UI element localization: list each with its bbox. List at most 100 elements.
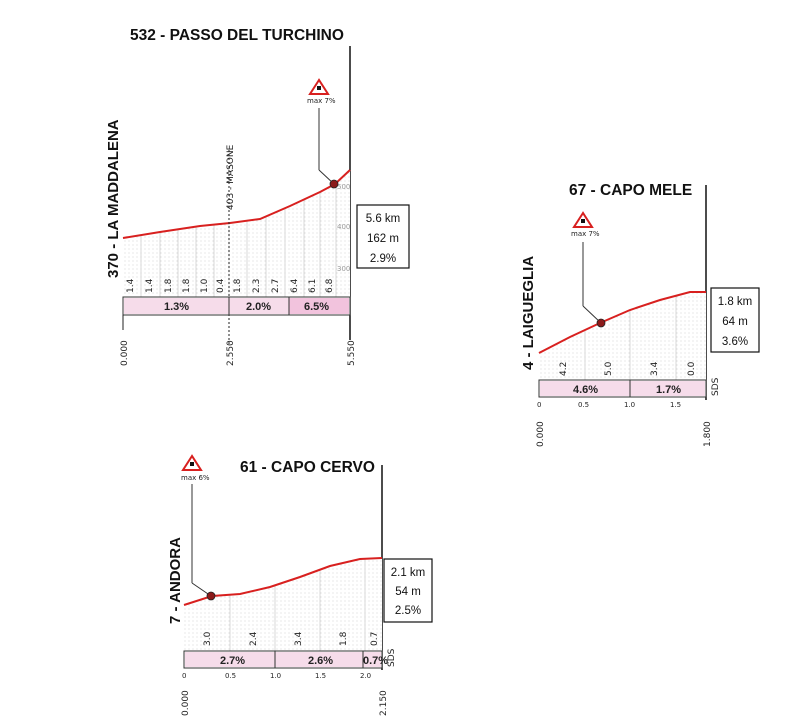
intermediate-label: 403 - MASONE <box>226 144 236 210</box>
svg-text:1.0: 1.0 <box>624 401 635 409</box>
gradient-segment <box>289 298 349 314</box>
gradient-label: 2.7% <box>220 655 245 667</box>
segment-values: 1.4 1.4 1.8 1.8 1.0 0.4 1.8 2.3 2.7 6.4 … <box>126 278 335 293</box>
segment-values: 4.2 5.0 3.4 0.0 <box>559 361 697 376</box>
gradient-label: 6.5% <box>304 301 329 313</box>
km-label-end: 1.800 <box>703 421 713 447</box>
svg-text:4.2: 4.2 <box>559 362 569 376</box>
svg-text:6.8: 6.8 <box>325 278 335 293</box>
svg-text:2.7: 2.7 <box>271 279 281 293</box>
climb-title: 532 - PASSO DEL TURCHINO <box>130 27 344 44</box>
svg-text:1.5: 1.5 <box>315 672 326 680</box>
svg-text:2.0: 2.0 <box>360 672 371 680</box>
climb-gain: 54 m <box>395 586 421 598</box>
start-location: 370 - LA MADDALENA <box>105 119 122 278</box>
sds-label: SDS <box>711 377 721 396</box>
profile-line <box>122 169 351 239</box>
svg-text:1.8: 1.8 <box>339 631 349 646</box>
max-point <box>206 591 216 601</box>
segment-dividers <box>584 295 677 380</box>
svg-text:6.4: 6.4 <box>290 278 300 293</box>
profile-area <box>539 292 706 380</box>
svg-text:3.4: 3.4 <box>294 631 304 646</box>
km-label-end: 2.150 <box>379 690 389 716</box>
km-label-start: 0.000 <box>120 340 130 366</box>
svg-text:6.1: 6.1 <box>308 279 318 293</box>
profile-line <box>538 291 706 354</box>
svg-text:1.0: 1.0 <box>270 672 281 680</box>
svg-text:1.0: 1.0 <box>200 278 210 293</box>
climb-title: 67 - CAPO MELE <box>569 182 692 199</box>
gradient-segment <box>185 652 275 667</box>
svg-text:0: 0 <box>537 401 541 409</box>
gradient-segment <box>630 381 705 396</box>
max-gradient-label: max 6% <box>181 474 210 482</box>
svg-text:1.8: 1.8 <box>182 278 192 293</box>
svg-text:1.4: 1.4 <box>145 278 155 293</box>
max-point <box>329 179 339 189</box>
svg-text:3.0: 3.0 <box>203 631 213 646</box>
gradient-label: 2.0% <box>246 301 271 313</box>
km-label-start: 0.000 <box>536 421 546 447</box>
climb-gain: 162 m <box>367 233 399 245</box>
climb-average: 2.5% <box>395 605 421 617</box>
climb-profile-capo-cervo: 61 - CAPO CERVO max 6% 7 - ANDORA 3.0 2.… <box>167 454 433 716</box>
warning-triangle-icon <box>572 211 594 228</box>
gradient-label: 0.7% <box>363 655 388 667</box>
climb-length: 1.8 km <box>718 296 753 308</box>
start-location: 4 - LAIGUEGLIA <box>520 256 537 370</box>
gradient-segment <box>124 298 229 314</box>
alt-scale-500: 500 <box>337 183 350 191</box>
svg-text:1.8: 1.8 <box>233 278 243 293</box>
sds-label: SDS <box>387 648 397 667</box>
svg-text:2.4: 2.4 <box>249 631 259 646</box>
gradient-label: 2.6% <box>308 655 333 667</box>
svg-text:2.3: 2.3 <box>252 279 262 293</box>
warning-triangle-icon <box>308 78 330 95</box>
gradient-segment <box>363 652 381 667</box>
svg-text:1.5: 1.5 <box>670 401 681 409</box>
max-point <box>596 318 606 328</box>
climb-average: 3.6% <box>722 336 748 348</box>
gradient-segment <box>275 652 363 667</box>
climb-info-box: 5.6 km 162 m 2.9% <box>356 204 410 269</box>
climb-profile-capo-mele: 67 - CAPO MELE max 7% 4 - LAIGUEGLIA 4.2… <box>520 182 760 447</box>
climb-info-box: 2.1 km 54 m 2.5% <box>383 558 433 623</box>
svg-text:0.5: 0.5 <box>578 401 589 409</box>
km-label-masone: 2.550 <box>226 340 236 366</box>
gradient-label: 1.3% <box>164 301 189 313</box>
segment-dividers <box>140 184 337 297</box>
svg-text:0.7: 0.7 <box>370 632 380 646</box>
km-label-end: 5.550 <box>347 340 357 366</box>
alt-scale-300: 300 <box>337 265 350 273</box>
profile-area <box>123 170 350 297</box>
minor-ticks: 0 0.5 1.0 1.5 2.0 <box>182 672 371 680</box>
gradient-segment <box>229 298 289 314</box>
gradient-label: 4.6% <box>573 384 598 396</box>
profile-area <box>184 558 382 651</box>
profile-line <box>183 557 383 606</box>
climb-length: 5.6 km <box>366 213 401 225</box>
gradient-segment <box>540 381 630 396</box>
climb-profile-turchino: 532 - PASSO DEL TURCHINO 500 400 300 max… <box>105 27 410 366</box>
svg-text:0.4: 0.4 <box>216 278 226 293</box>
svg-text:1.4: 1.4 <box>126 278 136 293</box>
max-gradient-label: max 7% <box>571 230 600 238</box>
warning-triangle-icon <box>181 454 203 471</box>
climb-gain: 64 m <box>722 316 748 328</box>
svg-text:3.4: 3.4 <box>650 361 660 376</box>
climb-length: 2.1 km <box>391 567 426 579</box>
svg-text:0.0: 0.0 <box>687 361 697 376</box>
max-gradient-label: max 7% <box>307 97 336 105</box>
climb-average: 2.9% <box>370 253 396 265</box>
svg-text:5.0: 5.0 <box>604 361 614 376</box>
svg-text:1.8: 1.8 <box>164 278 174 293</box>
svg-text:0.5: 0.5 <box>225 672 236 680</box>
svg-text:0: 0 <box>182 672 186 680</box>
gradient-label: 1.7% <box>656 384 681 396</box>
climb-info-box: 1.8 km 64 m 3.6% <box>710 287 760 353</box>
climb-title: 61 - CAPO CERVO <box>240 459 375 476</box>
minor-ticks: 0 0.5 1.0 1.5 <box>537 401 681 409</box>
segment-dividers <box>229 559 366 651</box>
segment-values: 3.0 2.4 3.4 1.8 0.7 <box>203 631 380 646</box>
